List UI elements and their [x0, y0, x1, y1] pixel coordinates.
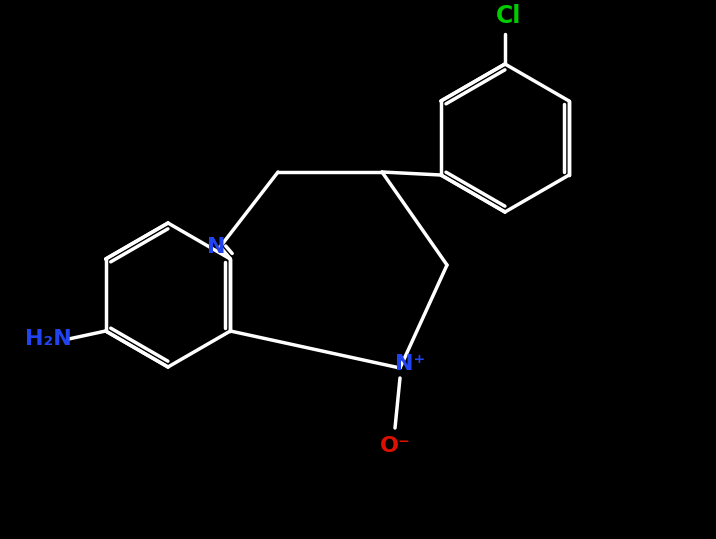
Text: N: N	[207, 237, 226, 257]
Text: N⁺: N⁺	[395, 354, 425, 374]
Text: H₂N: H₂N	[25, 329, 72, 349]
Text: O⁻: O⁻	[379, 436, 410, 456]
Text: Cl: Cl	[496, 4, 522, 28]
